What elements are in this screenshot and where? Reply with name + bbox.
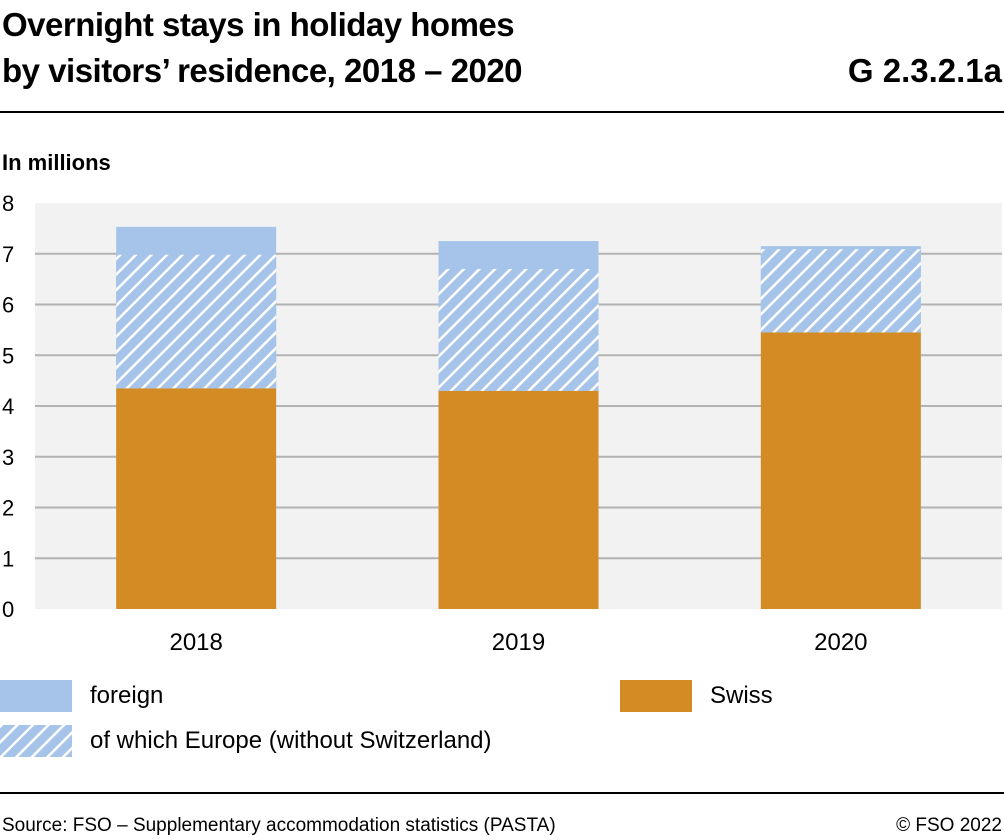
legend-europe: of which Europe (without Switzerland) (0, 725, 492, 757)
legend-swatch (0, 680, 72, 712)
bottom-rule (0, 792, 1004, 794)
legend-label: of which Europe (without Switzerland) (90, 727, 492, 754)
bar-europe (116, 254, 277, 389)
y-tick-label: 3 (2, 445, 14, 470)
source-note: Source: FSO – Supplementary accommodatio… (2, 815, 556, 836)
legend-label: foreign (90, 682, 164, 709)
bar-chart: 0 1 2 3 4 5 6 7 8 2018 2019 2020 (2, 191, 1002, 656)
y-tick-label: 8 (2, 191, 14, 216)
y-axis-label: In millions (2, 150, 111, 175)
legend-swatch (0, 725, 72, 757)
y-tick-label: 2 (2, 496, 14, 521)
bar-swiss (438, 390, 599, 609)
x-tick-label: 2020 (814, 629, 867, 656)
legend-label: Swiss (710, 682, 773, 709)
chart-title: Overnight stays in holiday homes by visit… (2, 2, 523, 94)
legend-swiss: Swiss (620, 680, 773, 712)
y-tick-label: 7 (2, 242, 14, 267)
y-tick-label: 6 (2, 293, 14, 318)
x-tick-label: 2019 (492, 629, 545, 656)
bar-europe (760, 249, 921, 333)
copyright: © FSO 2022 (896, 815, 1002, 836)
chart-code: G 2.3.2.1a (847, 52, 1002, 89)
bar-swiss (760, 332, 921, 609)
title-line-1: Overnight stays in holiday homes (2, 6, 515, 43)
y-tick-label: 0 (2, 597, 14, 622)
y-tick-label: 5 (2, 343, 14, 368)
bar-swiss (116, 388, 277, 609)
y-tick-label: 1 (2, 546, 14, 571)
legend-foreign: foreign (0, 680, 163, 712)
legend-swatch (620, 680, 692, 712)
top-rule (0, 111, 1004, 113)
y-tick-label: 4 (2, 394, 14, 419)
bar-europe (438, 268, 599, 391)
x-tick-label: 2018 (169, 629, 222, 656)
title-line-2: by visitors’ residence, 2018 – 2020 (2, 52, 523, 89)
